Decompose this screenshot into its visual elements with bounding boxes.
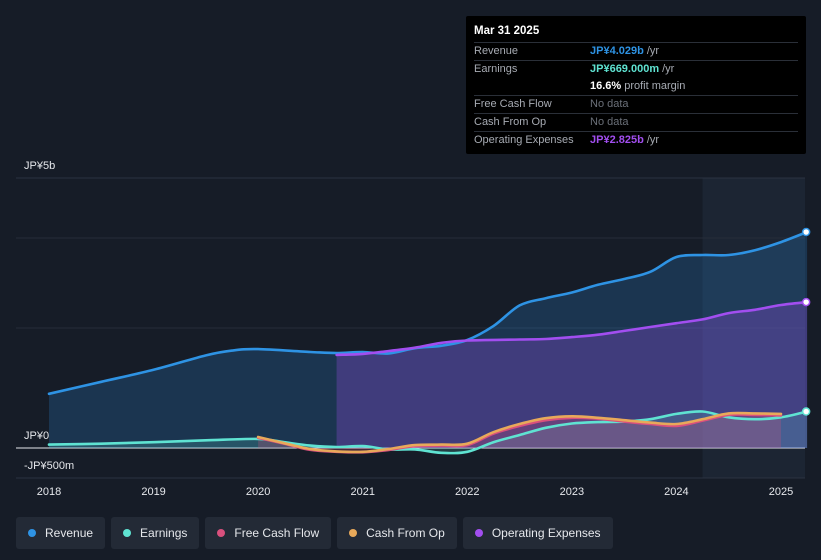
tooltip-unit: /yr xyxy=(646,45,660,57)
x-tick-label: 2020 xyxy=(246,486,270,498)
x-tick-label: 2019 xyxy=(141,486,165,498)
x-tick-label: 2022 xyxy=(455,486,479,498)
series-lines xyxy=(47,230,809,455)
y-axis-bottom-label: -JP¥500m xyxy=(24,460,75,472)
tooltip-row-revenue: Revenue JP¥4.029b /yr xyxy=(474,43,798,61)
tooltip-row-cfo: Cash From Op No data xyxy=(474,114,798,132)
x-tick-label: 2018 xyxy=(37,486,61,498)
legend-label: Operating Expenses xyxy=(491,526,601,540)
legend-dot-icon xyxy=(217,529,226,537)
legend-item-earnings[interactable]: Earnings xyxy=(111,517,200,549)
area-earnings xyxy=(49,411,808,454)
legend-label: Cash From Op xyxy=(366,526,445,540)
area-revenue xyxy=(49,232,808,448)
tooltip-value: JP¥2.825b xyxy=(590,134,644,146)
legend-item-cash-from-op[interactable]: Cash From Op xyxy=(337,517,457,549)
x-tick-label: 2023 xyxy=(560,486,584,498)
legend-dot-icon xyxy=(123,529,132,537)
tooltip-row-earnings: Earnings JP¥669.000m /yr xyxy=(474,61,798,78)
tooltip-value: JP¥669.000m xyxy=(590,63,660,75)
legend-dot-icon xyxy=(474,529,483,537)
legend-label: Earnings xyxy=(140,526,188,540)
legend-item-operating-expenses[interactable]: Operating Expenses xyxy=(462,517,613,549)
tooltip-label: Free Cash Flow xyxy=(474,98,552,110)
y-axis-top-label: JP¥5b xyxy=(24,160,56,172)
x-tick-label: 2021 xyxy=(350,486,374,498)
legend-item-free-cash-flow[interactable]: Free Cash Flow xyxy=(205,517,332,549)
x-tick-label: 2025 xyxy=(769,486,793,498)
tooltip-value: No data xyxy=(590,116,629,128)
line-revenue xyxy=(47,230,809,396)
tooltip-unit: /yr xyxy=(646,134,660,146)
y-axis-zero-label: JP¥0 xyxy=(24,430,50,442)
legend-item-revenue[interactable]: Revenue xyxy=(16,517,106,549)
tooltip-row-margin: 16.6% profit margin xyxy=(474,78,798,96)
legend: Revenue Earnings Free Cash Flow Cash Fro… xyxy=(16,517,613,549)
x-tick-label: 2024 xyxy=(664,486,688,498)
tooltip-label: Revenue xyxy=(474,45,519,57)
tooltip-label: Operating Expenses xyxy=(474,134,574,146)
legend-dot-icon xyxy=(28,529,36,537)
tooltip-value: No data xyxy=(590,98,629,110)
tooltip-unit: profit margin xyxy=(624,80,686,92)
tooltip-date: Mar 31 2025 xyxy=(474,22,798,43)
marker-revenue xyxy=(801,227,811,237)
tooltip-value: 16.6% xyxy=(590,80,622,92)
line-cash-from-op xyxy=(256,411,783,454)
legend-label: Revenue xyxy=(45,526,94,540)
tooltip-label: Earnings xyxy=(474,63,518,75)
tooltip-unit: /yr xyxy=(662,63,675,75)
data-tooltip: Mar 31 2025 Revenue JP¥4.029b /yr Earnin… xyxy=(466,16,806,154)
marker-operating-expenses xyxy=(801,297,811,307)
tooltip-row-fcf: Free Cash Flow No data xyxy=(474,96,798,114)
tooltip-label: Cash From Op xyxy=(474,116,547,128)
end-markers xyxy=(801,227,811,416)
tooltip-row-opex: Operating Expenses JP¥2.825b /yr xyxy=(474,132,798,149)
legend-label: Free Cash Flow xyxy=(234,526,320,540)
legend-dot-icon xyxy=(349,529,358,537)
line-operating-expenses xyxy=(335,300,809,357)
marker-earnings xyxy=(801,407,811,416)
tooltip-value: JP¥4.029b xyxy=(590,45,644,57)
area-free-cash-flow xyxy=(258,414,782,453)
grid xyxy=(16,177,805,479)
x-axis-ticks: 2018 2019 2020 2021 2022 2023 2024 2025 xyxy=(37,486,793,498)
